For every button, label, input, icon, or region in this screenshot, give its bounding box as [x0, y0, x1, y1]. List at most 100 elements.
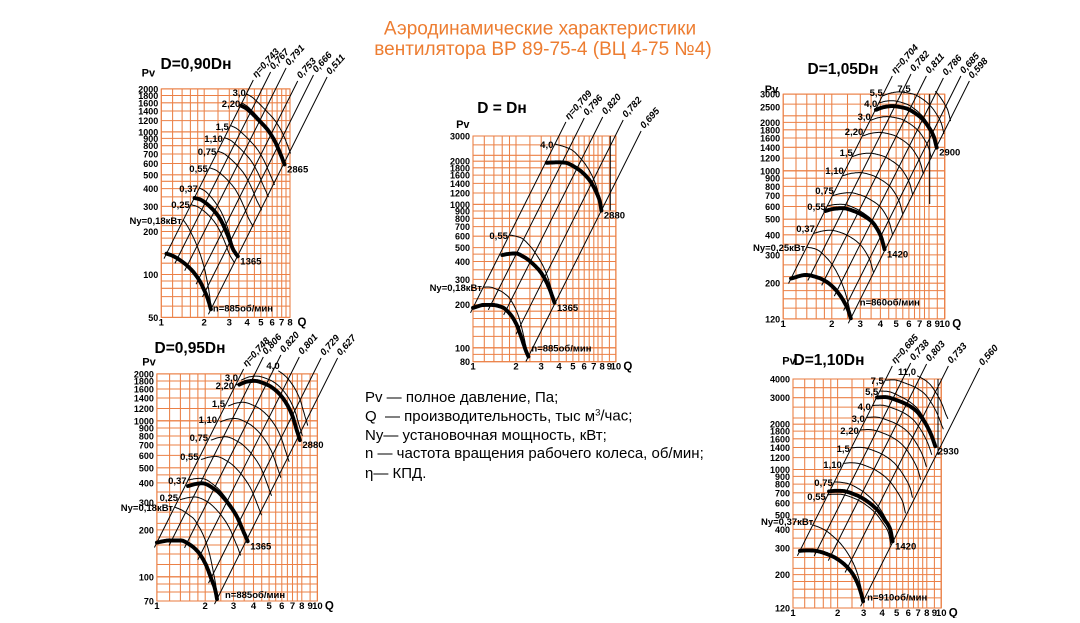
svg-text:1,10: 1,10: [823, 460, 842, 471]
svg-text:900: 900: [139, 424, 154, 434]
svg-text:1600: 1600: [770, 434, 790, 444]
svg-text:1000: 1000: [134, 416, 154, 426]
svg-text:2000: 2000: [760, 118, 780, 128]
svg-text:n=860об/мин: n=860об/мин: [860, 297, 920, 308]
svg-text:1400: 1400: [760, 143, 780, 153]
svg-text:1365: 1365: [240, 256, 262, 267]
svg-text:9: 9: [307, 601, 312, 612]
svg-text:9: 9: [932, 608, 937, 618]
svg-text:2865: 2865: [287, 165, 309, 176]
svg-text:10: 10: [312, 601, 323, 612]
svg-text:200: 200: [455, 300, 470, 310]
svg-text:600: 600: [455, 232, 470, 242]
svg-text:2000: 2000: [770, 420, 790, 430]
svg-text:7: 7: [279, 317, 284, 328]
svg-text:η— КПД.: η— КПД.: [365, 465, 426, 482]
svg-text:1: 1: [154, 601, 160, 612]
svg-text:Q: Q: [623, 361, 632, 373]
svg-text:Q: Q: [298, 317, 307, 329]
svg-text:70: 70: [144, 597, 154, 607]
svg-text:n=885об/мин: n=885об/мин: [225, 590, 285, 601]
svg-text:50: 50: [148, 313, 158, 323]
svg-text:Аэродинамические характеристик: Аэродинамические характеристики: [384, 19, 696, 40]
svg-text:1400: 1400: [138, 107, 158, 117]
svg-text:8: 8: [299, 601, 304, 612]
svg-text:7: 7: [916, 608, 921, 618]
svg-text:4,0: 4,0: [540, 140, 553, 151]
svg-text:800: 800: [455, 214, 470, 224]
svg-text:1365: 1365: [557, 303, 579, 314]
svg-text:2,20: 2,20: [840, 426, 859, 437]
svg-text:400: 400: [143, 184, 158, 194]
svg-text:4: 4: [244, 317, 250, 328]
svg-text:2000: 2000: [134, 369, 154, 379]
svg-text:80: 80: [460, 357, 470, 367]
svg-text:400: 400: [455, 257, 470, 267]
svg-text:120: 120: [765, 314, 780, 324]
svg-text:1800: 1800: [134, 377, 154, 387]
svg-text:300: 300: [455, 275, 470, 285]
svg-text:0,75: 0,75: [815, 186, 834, 197]
svg-text:7: 7: [290, 601, 295, 612]
svg-text:7,5: 7,5: [897, 84, 911, 95]
svg-text:Ny=0,18кВт: Ny=0,18кВт: [129, 216, 182, 227]
svg-text:1400: 1400: [134, 394, 154, 404]
svg-text:3,0: 3,0: [225, 373, 238, 384]
svg-text:2,20: 2,20: [222, 99, 241, 110]
svg-text:800: 800: [143, 141, 158, 151]
svg-text:120: 120: [775, 604, 790, 614]
svg-text:200: 200: [139, 525, 154, 535]
svg-text:Pv: Pv: [456, 119, 470, 131]
svg-text:0,37: 0,37: [168, 476, 187, 487]
svg-text:n=885об/мин: n=885об/мин: [531, 344, 591, 355]
svg-text:1,10: 1,10: [204, 134, 223, 145]
svg-text:5,5: 5,5: [865, 387, 879, 398]
svg-text:4: 4: [556, 362, 562, 373]
svg-text:5,5: 5,5: [870, 88, 884, 99]
svg-text:300: 300: [143, 202, 158, 212]
svg-text:1000: 1000: [138, 127, 158, 137]
svg-text:4: 4: [251, 601, 257, 612]
svg-text:6: 6: [906, 319, 911, 330]
svg-text:4000: 4000: [770, 375, 790, 385]
svg-text:2: 2: [513, 362, 518, 373]
svg-text:Ny— установочная мощность, кВт: Ny— установочная мощность, кВт;: [365, 427, 607, 444]
svg-text:2,20: 2,20: [845, 127, 864, 138]
svg-text:D=1,05Dн: D=1,05Dн: [808, 61, 879, 78]
svg-text:6: 6: [906, 608, 911, 618]
svg-text:2000: 2000: [450, 157, 470, 167]
svg-text:D = Dн: D = Dн: [477, 100, 526, 117]
svg-text:300: 300: [139, 498, 154, 508]
svg-text:5: 5: [894, 608, 900, 618]
svg-text:8: 8: [924, 608, 929, 618]
svg-text:400: 400: [765, 230, 780, 240]
svg-text:2880: 2880: [604, 211, 625, 222]
svg-text:800: 800: [765, 182, 780, 192]
svg-text:D=0,90Dн: D=0,90Dн: [161, 56, 232, 73]
svg-text:3000: 3000: [760, 90, 780, 100]
svg-text:1: 1: [781, 319, 787, 330]
svg-text:1,5: 1,5: [212, 399, 226, 410]
svg-text:2930: 2930: [938, 446, 959, 457]
svg-text:0,25: 0,25: [171, 200, 190, 211]
svg-text:3000: 3000: [450, 132, 470, 142]
svg-text:0,25: 0,25: [160, 493, 179, 504]
svg-text:7: 7: [591, 362, 596, 373]
svg-text:1,5: 1,5: [837, 444, 851, 455]
svg-text:700: 700: [139, 441, 154, 451]
svg-text:1800: 1800: [770, 427, 790, 437]
svg-text:3000: 3000: [770, 393, 790, 403]
svg-text:Pv — полное давление, Па;: Pv — полное давление, Па;: [365, 389, 558, 406]
svg-text:Q: Q: [952, 318, 961, 330]
svg-text:1200: 1200: [450, 189, 470, 199]
svg-text:0,75: 0,75: [198, 147, 217, 158]
svg-text:1: 1: [470, 362, 476, 373]
svg-text:7: 7: [917, 319, 922, 330]
svg-text:n=910об/мин: n=910об/мин: [867, 592, 927, 603]
svg-text:500: 500: [143, 170, 158, 180]
svg-text:700: 700: [775, 488, 790, 498]
svg-text:0,55: 0,55: [489, 231, 508, 242]
svg-text:0,75: 0,75: [814, 478, 833, 489]
svg-text:2000: 2000: [138, 84, 158, 94]
svg-text:1600: 1600: [450, 171, 470, 181]
